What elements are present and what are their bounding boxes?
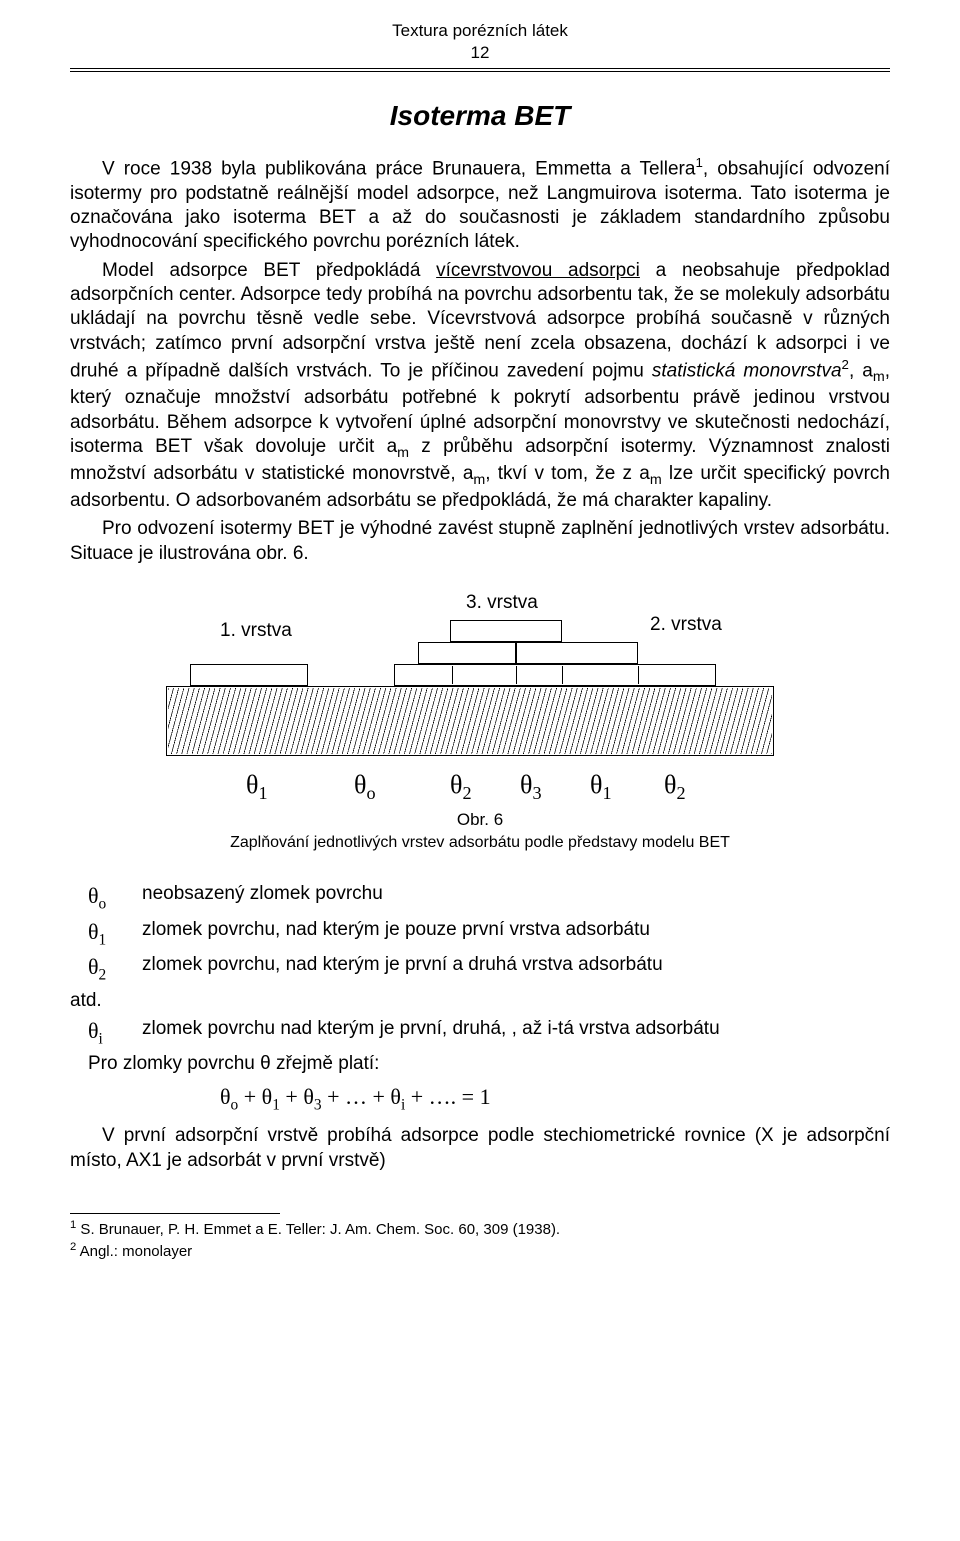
equation: θo + θ1 + θ3 + … + θi + …. = 1 <box>220 1084 890 1114</box>
label-layer-2: 2. vrstva <box>650 614 722 636</box>
theta-o: θo <box>354 770 376 804</box>
p2-f: , tkví v tom, že z a <box>485 463 650 484</box>
tick-3 <box>562 666 563 684</box>
header-rule-2 <box>70 71 890 72</box>
figure-subcaption: Zaplňování jednotlivých vrstev adsorbátu… <box>70 834 890 852</box>
p2-subm: m <box>873 369 885 385</box>
running-header: Textura porézních látek 12 <box>70 20 890 69</box>
legend-row-o: θo neobsazený zlomek povrchu <box>70 880 890 916</box>
tick-1 <box>452 666 453 684</box>
legend-eq-intro: Pro zlomky povrchu θ zřejmě platí: <box>70 1050 890 1078</box>
block-layer1-a <box>190 664 308 686</box>
label-layer-1: 1. vrstva <box>220 620 292 642</box>
legend: θo neobsazený zlomek povrchu θ1 zlomek p… <box>70 880 890 1078</box>
legend-atd: atd. <box>70 987 890 1015</box>
page-title: Isoterma BET <box>70 100 890 132</box>
p1-sup1: 1 <box>695 155 702 170</box>
paragraph-2: Model adsorpce BET předpokládá vícevrstv… <box>70 259 890 514</box>
theta-3: θ3 <box>520 770 542 804</box>
theta-1a: θ1 <box>246 770 268 804</box>
figure-caption: Obr. 6 <box>70 810 890 830</box>
p1-a: V roce 1938 byla publikována práce Bruna… <box>102 159 695 180</box>
legend-row-1: θ1 zlomek povrchu, nad kterým je pouze p… <box>70 916 890 952</box>
footnote-1: 1 S. Brunauer, P. H. Emmet a E. Teller: … <box>70 1218 890 1240</box>
p2-ul: vícevrstvovou adsorpci <box>436 260 640 281</box>
surface-hatch <box>168 688 772 754</box>
legend-row-2: θ2 zlomek povrchu, nad kterým je první a… <box>70 951 890 987</box>
tick-2 <box>516 666 517 684</box>
p2-it: statistická monovrstva <box>652 360 842 381</box>
p2-sup2: 2 <box>842 357 849 372</box>
p2-c: , a <box>849 360 873 381</box>
p2-a: Model adsorpce BET předpokládá <box>102 260 436 281</box>
block-layer2-b <box>516 642 638 664</box>
running-title: Textura porézních látek <box>70 20 890 42</box>
theta-2a: θ2 <box>450 770 472 804</box>
tick-4 <box>638 666 639 684</box>
page-number: 12 <box>70 42 890 64</box>
figure-6-diagram: 3. vrstva 2. vrstva 1. vrstva θ1 θo θ2 θ… <box>70 592 890 802</box>
legend-txt-o: neobsazený zlomek povrchu <box>142 880 890 916</box>
p2-subm3: m <box>473 472 485 488</box>
legend-row-i: θi zlomek povrchu nad kterým je první, d… <box>70 1015 890 1051</box>
theta-2b: θ2 <box>664 770 686 804</box>
block-layer3 <box>450 620 562 642</box>
legend-txt-2: zlomek povrchu, nad kterým je první a dr… <box>142 951 890 987</box>
legend-txt-i: zlomek povrchu nad kterým je první, druh… <box>142 1015 890 1051</box>
paragraph-4: V první adsorpční vrstvě probíhá adsorpc… <box>70 1124 890 1173</box>
p4: V první adsorpční vrstvě probíhá adsorpc… <box>70 1125 890 1170</box>
header-rule-1 <box>70 68 890 69</box>
block-layer1-b <box>394 664 716 686</box>
paragraph-1: V roce 1938 byla publikována práce Bruna… <box>70 154 890 255</box>
p2-subm4: m <box>650 472 662 488</box>
footnote-2: 2 Angl.: monolayer <box>70 1240 890 1262</box>
block-layer2-a <box>418 642 516 664</box>
paragraph-3: Pro odvození isotermy BET je výhodné zav… <box>70 517 890 566</box>
label-layer-3: 3. vrstva <box>466 592 538 614</box>
p2-subm2: m <box>397 445 409 461</box>
legend-txt-1: zlomek povrchu, nad kterým je pouze prvn… <box>142 916 890 952</box>
p3: Pro odvození isotermy BET je výhodné zav… <box>70 518 890 563</box>
theta-1b: θ1 <box>590 770 612 804</box>
